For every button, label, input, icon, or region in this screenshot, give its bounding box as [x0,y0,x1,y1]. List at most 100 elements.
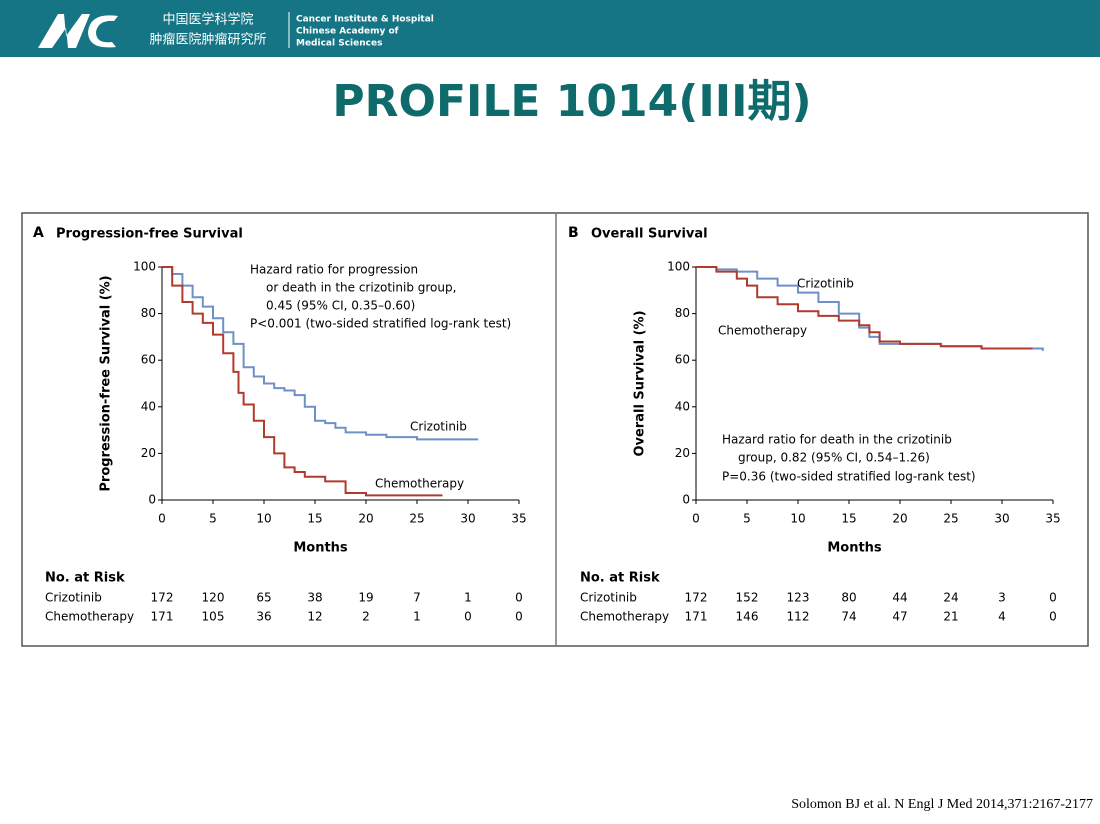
logo-en: Cancer Institute & Hospital [296,15,434,25]
risk-value: 105 [202,610,225,624]
series-line [162,266,479,441]
header-bar [0,0,1100,57]
panel-label: B [568,225,579,241]
risk-value: 65 [256,591,271,605]
x-tick-label: 5 [209,512,217,526]
risk-value: 3 [998,591,1006,605]
x-tick-label: 5 [743,512,751,526]
citation: Solomon BJ et al. N Engl J Med 2014,371:… [791,797,1093,812]
risk-value: 12 [307,610,322,624]
x-tick-label: 15 [841,512,856,526]
series-label: Chemotherapy [375,477,464,491]
chart-title: Overall Survival [591,227,708,242]
annotation: Hazard ratio for progression [250,263,418,277]
series-line [696,266,1033,350]
annotation: P<0.001 (two-sided stratified log-rank t… [250,317,511,331]
risk-value: 0 [515,591,523,605]
y-tick-label: 20 [675,446,690,460]
x-tick-label: 30 [994,512,1009,526]
y-tick-label: 100 [667,260,690,274]
series-label: Crizotinib [797,277,854,291]
slide-title: PROFILE 1014(III期) [332,76,811,127]
y-tick-label: 80 [141,306,156,320]
y-tick-label: 80 [675,306,690,320]
x-tick-label: 35 [511,512,526,526]
risk-value: 2 [362,610,370,624]
y-axis-label: Progression-free Survival (%) [99,275,114,491]
risk-table-title: No. at Risk [580,571,660,586]
risk-value: 36 [256,610,271,624]
risk-value: 21 [943,610,958,624]
y-tick-label: 60 [675,353,690,367]
x-tick-label: 15 [307,512,322,526]
risk-value: 38 [307,591,322,605]
x-tick-label: 20 [892,512,907,526]
x-tick-label: 10 [790,512,805,526]
y-tick-label: 60 [141,353,156,367]
annotation: group, 0.82 (95% CI, 0.54–1.26) [738,451,930,465]
risk-value: 4 [998,610,1006,624]
x-tick-label: 20 [358,512,373,526]
figure-frame [21,212,1089,647]
logo-en: Chinese Academy of [296,27,399,37]
risk-value: 171 [151,610,174,624]
risk-value: 44 [892,591,907,605]
risk-row-name: Crizotinib [580,591,637,605]
risk-value: 47 [892,610,907,624]
risk-value: 0 [1049,591,1057,605]
x-tick-label: 25 [409,512,424,526]
risk-value: 172 [685,591,708,605]
logo-en: Medical Sciences [296,39,382,49]
y-tick-label: 40 [675,399,690,413]
logo-cn: 肿瘤医院肿瘤研究所 [149,32,266,48]
annotation: Hazard ratio for death in the crizotinib [722,433,952,447]
risk-value: 146 [736,610,759,624]
x-tick-label: 30 [460,512,475,526]
x-axis-label: Months [827,541,882,556]
logo-mark [38,14,90,48]
x-tick-label: 10 [256,512,271,526]
risk-row-name: Chemotherapy [580,610,669,624]
risk-value: 0 [1049,610,1057,624]
x-axis-label: Months [293,541,348,556]
risk-value: 1 [464,591,472,605]
series-line [162,266,443,497]
risk-value: 19 [358,591,373,605]
series-label: Crizotinib [410,420,467,434]
x-tick-label: 0 [158,512,166,526]
logo-cn: 中国医学科学院 [162,12,253,28]
y-tick-label: 0 [682,493,690,507]
annotation: 0.45 (95% CI, 0.35–0.60) [266,299,415,313]
risk-table-title: No. at Risk [45,571,125,586]
y-tick-label: 100 [133,260,156,274]
risk-value: 80 [841,591,856,605]
risk-row-name: Chemotherapy [45,610,134,624]
annotation: P=0.36 (two-sided stratified log-rank te… [722,470,976,484]
risk-row-name: Crizotinib [45,591,102,605]
risk-value: 24 [943,591,958,605]
logo-mark [88,15,118,48]
y-axis-label: Overall Survival (%) [633,310,648,456]
panel-label: A [33,225,44,241]
annotation: or death in the crizotinib group, [266,281,456,295]
risk-value: 74 [841,610,856,624]
risk-value: 1 [413,610,421,624]
risk-value: 7 [413,591,421,605]
risk-value: 120 [202,591,225,605]
risk-value: 0 [464,610,472,624]
risk-value: 172 [151,591,174,605]
y-tick-label: 20 [141,446,156,460]
chart-title: Progression-free Survival [56,227,243,242]
risk-value: 0 [515,610,523,624]
series-label: Chemotherapy [718,324,807,338]
risk-value: 112 [787,610,810,624]
x-tick-label: 0 [692,512,700,526]
y-tick-label: 0 [148,493,156,507]
x-tick-label: 35 [1045,512,1060,526]
y-tick-label: 40 [141,399,156,413]
risk-value: 171 [685,610,708,624]
risk-value: 152 [736,591,759,605]
risk-value: 123 [787,591,810,605]
